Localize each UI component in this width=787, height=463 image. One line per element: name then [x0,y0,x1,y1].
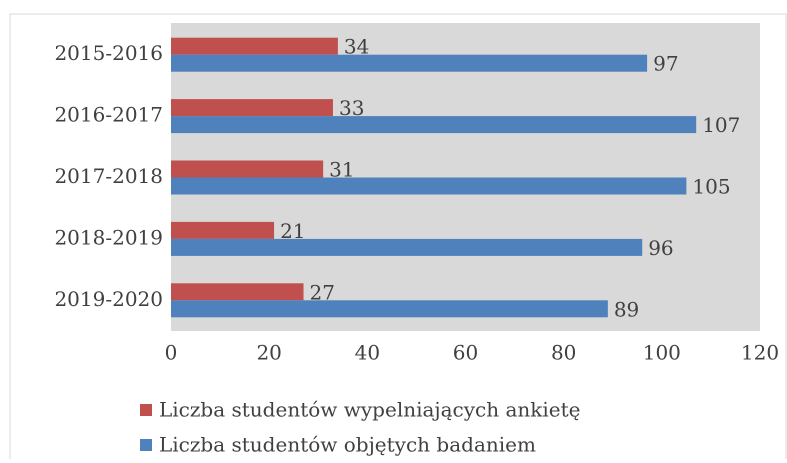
bar [171,300,608,318]
bar [171,238,643,256]
bar [171,160,324,178]
data-label: 96 [648,236,673,260]
y-tick-label: 2015-2016 [54,41,163,65]
bar [171,177,687,195]
y-tick-label: 2018-2019 [54,225,163,249]
x-tick-label: 40 [355,341,380,365]
bar [171,221,275,239]
legend-swatch [140,439,152,451]
bar [171,54,648,72]
data-label: 89 [614,297,639,321]
x-tick-label: 120 [741,341,779,365]
bar [171,99,333,117]
bar [171,116,697,134]
data-label: 97 [653,52,678,76]
x-tick-label: 80 [551,341,576,365]
y-tick-label: 2019-2020 [54,287,163,311]
x-tick-label: 60 [453,341,478,365]
x-tick-label: 20 [256,341,281,365]
data-label: 105 [692,175,730,199]
x-tick-label: 0 [165,341,178,365]
bar [171,283,304,301]
y-tick-label: 2017-2018 [54,164,163,188]
legend-label: Liczba studentów wypelniających ankietę [159,398,581,422]
bar [171,37,338,55]
legend-swatch [140,404,152,416]
data-label: 107 [702,113,740,137]
y-tick-label: 2016-2017 [54,103,163,127]
x-tick-label: 100 [643,341,681,365]
legend-label: Liczba studentów objętych badaniem [159,433,536,457]
